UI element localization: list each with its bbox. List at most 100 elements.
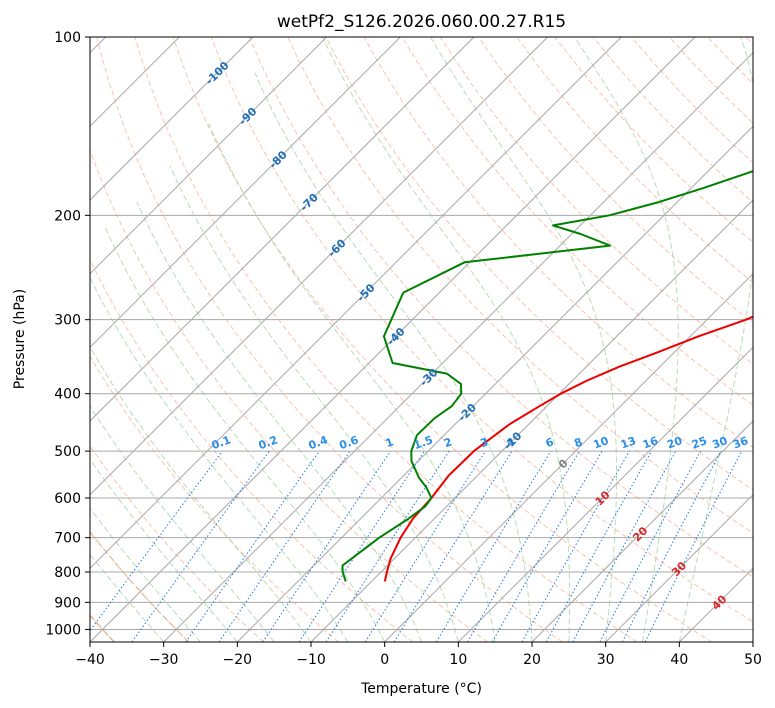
dry-adiabat: [90, 258, 414, 642]
x-axis-label: Temperature (°C): [360, 681, 482, 697]
dry-adiabat: [96, 37, 563, 642]
plot-frame: [89, 36, 754, 643]
mixing-ratio-label: 36: [731, 434, 750, 452]
data-series: [341, 170, 753, 582]
dry-adiabat: [363, 37, 753, 448]
moist-adiabat: [90, 553, 165, 642]
x-axis-ticks: −40 −30 −20 −10 0 10 20 30 40 50: [75, 642, 762, 668]
mixing-ratio-label: 30: [710, 434, 729, 452]
y-tick-label: 1000: [45, 622, 81, 638]
dry-adiabat: [439, 37, 753, 365]
x-tick-label: 40: [670, 652, 688, 668]
mixing-ratio-label: 0.4: [307, 433, 330, 452]
dry-adiabat: [745, 37, 753, 45]
mixing-ratio-label: 25: [690, 434, 709, 451]
isotherm-line: [90, 37, 622, 570]
mixing-ratio-line: [218, 450, 351, 642]
dry-adiabat: [707, 37, 753, 85]
mixing-ratio-line: [393, 450, 513, 642]
mixing-ratio-label: 0.2: [257, 433, 280, 452]
mixing-ratio-line: [325, 450, 450, 642]
isotherm-line: [457, 346, 753, 642]
mixing-ratio-line: [364, 450, 486, 642]
isotherm-line: [90, 37, 475, 422]
mixing-ratio-label: 0.1: [210, 433, 233, 452]
mixing-ratio-label: 16: [641, 434, 660, 452]
moist-adiabat: [678, 37, 753, 642]
x-tick-label: −20: [223, 652, 253, 668]
isotherm-label: -70: [298, 191, 321, 214]
dry-adiabat: [669, 37, 753, 124]
dry-adiabat: [172, 37, 712, 642]
x-tick-label: −10: [296, 652, 326, 668]
moist-adiabat: [90, 507, 201, 642]
y-tick-label: 300: [54, 313, 81, 329]
mixing-ratio-label: 8: [572, 435, 584, 450]
moist-adiabat: [90, 345, 312, 642]
y-tick-label: 100: [54, 30, 81, 46]
x-tick-label: 0: [380, 652, 389, 668]
mixing-ratio-line: [491, 450, 603, 642]
dry-adiabat: [478, 37, 753, 324]
y-tick-label: 800: [54, 565, 81, 581]
isotherm-label: -50: [354, 281, 377, 304]
mixing-ratio-label: 13: [619, 434, 638, 451]
mixing-ratio-line: [131, 450, 270, 642]
mixing-ratio-line: [599, 450, 701, 642]
isotherm-line: [90, 37, 549, 496]
isotherm-line: [678, 567, 753, 642]
mixing-ratio-line: [467, 450, 580, 642]
moist-adiabat: [104, 227, 386, 642]
dry-adiabat: [592, 37, 753, 203]
y-tick-label: 400: [54, 387, 81, 403]
moist-adiabat: [90, 276, 349, 642]
dry-adiabat: [134, 37, 638, 642]
moist-adiabat: [169, 165, 459, 642]
isotherm-line: [90, 37, 328, 275]
mixing-ratio-label: 4: [505, 435, 517, 450]
background-lines: [90, 37, 753, 642]
dry-adiabat: [401, 37, 753, 406]
y-tick-label: 600: [54, 491, 81, 507]
y-tick-label: 500: [54, 444, 81, 460]
dry-adiabat: [90, 445, 264, 642]
x-tick-label: −30: [149, 652, 179, 668]
x-tick-label: 50: [744, 652, 762, 668]
isotherm-label: -90: [236, 105, 259, 128]
isotherm-line: [90, 37, 254, 201]
mixing-ratio-label: 2: [442, 435, 454, 450]
y-tick-label: 900: [54, 595, 81, 611]
moist-adiabat: [254, 72, 533, 642]
mixing-ratio-label: 6: [544, 435, 556, 450]
isotherm-line: [90, 37, 696, 642]
mixing-ratio-label: 10: [592, 434, 611, 452]
y-axis-label: Pressure (hPa): [12, 289, 28, 389]
dry-adiabat: [325, 37, 753, 491]
dry-adiabat: [249, 37, 753, 578]
mixing-ratio-line: [521, 450, 630, 642]
mixing-ratio-line: [621, 450, 722, 642]
mixing-ratio-line: [435, 450, 552, 642]
x-tick-label: −40: [75, 652, 105, 668]
mixing-ratio-label: 1.5: [412, 433, 435, 452]
line-labels: 0.1 0.2 0.4 0.6 1 1.5 2 3 4 6 8 10 13 16 20 25 30 36-100-…: [203, 59, 750, 613]
moist-adiabat: [574, 37, 679, 642]
isotherm-line: [384, 272, 753, 642]
mixing-ratio-label: 1: [384, 435, 396, 450]
dry-adiabat: [90, 355, 339, 642]
x-tick-label: 10: [449, 652, 467, 668]
dewpoint-profile-line: [341, 170, 753, 582]
dry-adiabat: [210, 37, 753, 623]
y-axis-ticks: 100 200 300 400 500 600 700 800 900 1000: [45, 30, 90, 638]
moist-adiabat: [322, 37, 571, 642]
isotherm-line: [752, 641, 753, 642]
moist-adiabat: [430, 37, 617, 642]
chart-title: wetPf2_S126.2026.060.00.27.R15: [277, 12, 566, 32]
mixing-ratio-line: [298, 450, 425, 642]
moist-adiabat: [208, 123, 496, 642]
isotherm-line: [605, 493, 753, 642]
mixing-ratio-line: [644, 450, 743, 642]
isotherm-line: [531, 420, 753, 642]
dry-adiabat: [90, 531, 190, 642]
moist-adiabat: [136, 201, 422, 642]
